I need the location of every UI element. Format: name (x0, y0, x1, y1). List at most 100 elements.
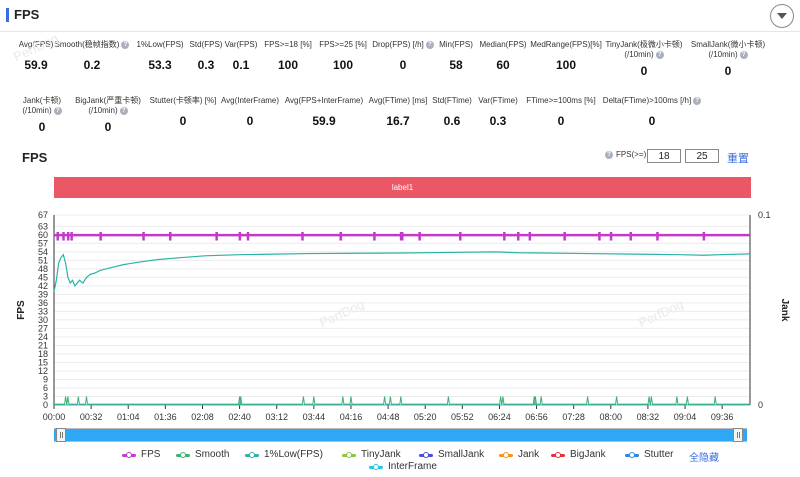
reset-button[interactable]: 重置 (727, 153, 749, 165)
y-tick-label: 6 (43, 383, 48, 393)
y-tick-label: 36 (38, 298, 48, 308)
legend-item-stutter[interactable]: Stutter (625, 449, 673, 460)
time-range-slider[interactable] (54, 428, 747, 442)
y-tick-label: 30 (38, 315, 48, 325)
x-tick-label: 08:00 (600, 412, 623, 422)
fps-chart[interactable]: 0369121518212427303336394245485154576063… (0, 200, 800, 425)
metric-metrics_row1-3: Std(FPS) 0.3 (156, 40, 256, 72)
threshold-label: ? FPS(>=) (605, 150, 646, 159)
y-tick-label: 54 (38, 247, 48, 257)
help-icon[interactable]: ? (53, 106, 62, 115)
metric-label: Std(FPS) (189, 40, 223, 49)
fps-point (517, 232, 520, 241)
fps-point (339, 232, 343, 241)
help-icon[interactable]: ? (655, 50, 664, 59)
y-tick-label: 27 (38, 323, 48, 333)
legend-item-smalljank[interactable]: SmallJank (419, 449, 484, 460)
metric-value: 0 (557, 114, 565, 128)
x-tick-label: 09:36 (711, 412, 734, 422)
threshold-input-2[interactable] (685, 149, 719, 163)
legend-item-bigjank[interactable]: BigJank (551, 449, 606, 460)
hide-all-button[interactable]: 全隐藏 (689, 453, 719, 464)
metric-metrics_row1-7: Drop(FPS) [/h]? 0 (353, 40, 453, 72)
help-icon[interactable]: ? (739, 50, 748, 59)
fps-point (401, 232, 404, 241)
metric-value: 0 (179, 114, 187, 128)
metric-label: Delta(FTime)>100ms [/h]? (602, 96, 702, 106)
legend-label: BigJank (570, 449, 606, 460)
y-tick-label: 57 (38, 238, 48, 248)
metric-value: 53.3 (148, 58, 172, 72)
x-tick-label: 01:04 (117, 412, 140, 422)
y-tick-label: 45 (38, 272, 48, 282)
metric-label: Median(FPS) (479, 40, 527, 49)
fps-point (629, 232, 633, 241)
y-tick-label: 18 (38, 349, 48, 359)
x-tick-label: 05:52 (451, 412, 474, 422)
legend-item-1-low-fps-[interactable]: 1%Low(FPS) (245, 449, 323, 460)
help-icon[interactable]: ? (425, 40, 434, 49)
metric-metrics_row1-1: Smooth(稳帧指数)? 0.2 (42, 40, 142, 72)
legend-label: InterFrame (388, 461, 437, 472)
metric-metrics_row1-10: MedRange(FPS)[%] 100 (516, 40, 616, 72)
metric-metrics_row2-2: Stutter(卡顿率) [%] 0 (133, 96, 233, 128)
y-tick-label: 33 (38, 306, 48, 316)
metric-value: 0.6 (443, 114, 461, 128)
x-tick-label: 06:24 (488, 412, 511, 422)
legend-marker (625, 452, 639, 458)
fps-point (656, 232, 659, 241)
y-tick-label: 9 (43, 374, 48, 384)
fps-point (598, 232, 601, 241)
metric-label-unit: (/10min)? (678, 50, 778, 60)
metric-value: 0 (38, 120, 46, 134)
collapse-button[interactable] (770, 4, 794, 28)
metric-metrics_row2-8: FTime>=100ms [%] 0 (511, 96, 611, 128)
legend-item-interframe[interactable]: InterFrame (369, 461, 437, 472)
metric-metrics_row2-9: Delta(FTime)>100ms [/h]? 0 (602, 96, 702, 128)
help-icon[interactable]: ? (119, 106, 128, 115)
x-tick-label: 03:44 (303, 412, 326, 422)
y-tick-label: 63 (38, 221, 48, 231)
metric-value: 59.9 (24, 58, 48, 72)
slider-handle-right[interactable] (733, 428, 743, 442)
fps-point (609, 232, 613, 241)
threshold-input-1[interactable] (647, 149, 681, 163)
slider-handle-left[interactable] (56, 428, 66, 442)
metric-value: 0 (399, 58, 407, 72)
y-tick-label: 60 (38, 230, 48, 240)
legend-item-tinyjank[interactable]: TinyJank (342, 449, 401, 460)
label-band[interactable]: label1 (54, 177, 751, 198)
metric-label: SmallJank(微小卡顿) (690, 40, 766, 49)
metric-metrics_row2-0: Jank(卡顿) (/10min)? 0 (0, 96, 92, 134)
legend-item-smooth[interactable]: Smooth (176, 449, 229, 460)
y-tick-label: 0 (43, 400, 48, 410)
metric-metrics_row2-6: Std(FTime) 0.6 (402, 96, 502, 128)
metric-label-unit: (/10min)? (58, 106, 158, 116)
help-icon[interactable]: ? (121, 40, 130, 49)
fps-point (246, 232, 250, 241)
legend-item-jank[interactable]: Jank (499, 449, 539, 460)
metric-value: 0.1 (232, 58, 250, 72)
metric-label: Stutter(卡顿率) [%] (149, 96, 217, 105)
fps-point (142, 232, 145, 241)
metric-metrics_row1-5: FPS>=18 [%] 100 (238, 40, 338, 72)
x-tick-label: 06:56 (525, 412, 548, 422)
help-icon[interactable]: ? (605, 150, 613, 159)
y-tick-label: 12 (38, 366, 48, 376)
metric-metrics_row1-12: SmallJank(微小卡顿) (/10min)? 0 (678, 40, 778, 78)
x-tick-label: 07:28 (562, 412, 585, 422)
legend-item-fps[interactable]: FPS (122, 449, 160, 460)
metric-label: BigJank(严重卡顿) (75, 96, 141, 105)
metric-metrics_row1-11: TinyJank(极微小卡顿) (/10min)? 0 (594, 40, 694, 78)
legend-marker (176, 452, 190, 458)
metric-label: MedRange(FPS)[%] (530, 40, 602, 49)
panel-title: FPS (14, 7, 40, 22)
x-tick-label: 05:20 (414, 412, 437, 422)
help-icon[interactable]: ? (693, 96, 702, 105)
legend-marker (342, 452, 356, 458)
metric-metrics_row1-2: 1%Low(FPS) 53.3 (110, 40, 210, 72)
metric-label: FPS>=18 [%] (264, 40, 312, 49)
metric-metrics_row1-9: Median(FPS) 60 (453, 40, 553, 72)
x-tick-label: 04:16 (340, 412, 363, 422)
fps-point (238, 232, 242, 241)
